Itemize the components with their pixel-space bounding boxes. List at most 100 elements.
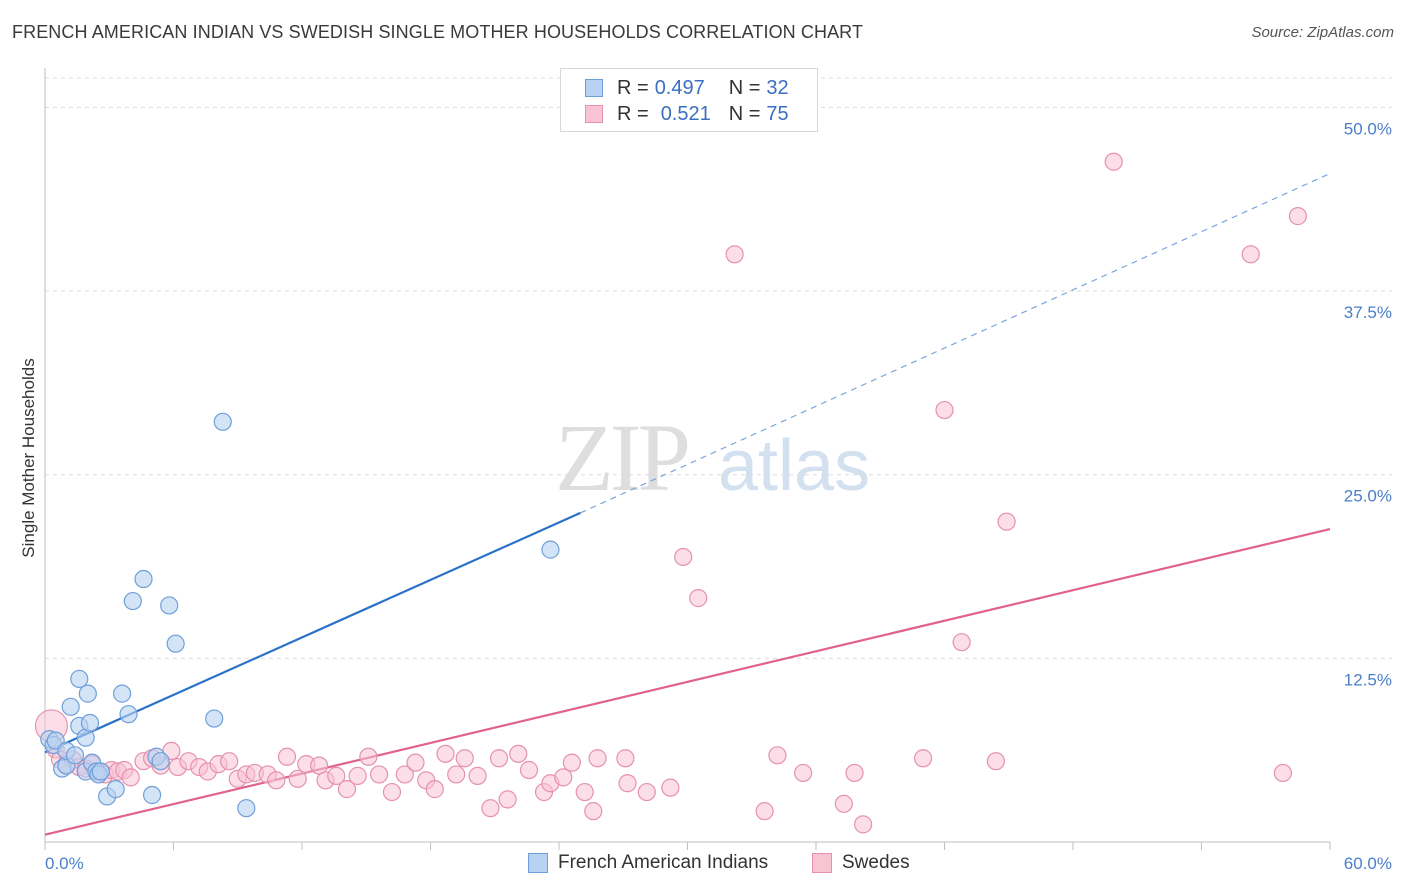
swedes-point xyxy=(498,790,517,809)
chart-title: FRENCH AMERICAN INDIAN VS SWEDISH SINGLE… xyxy=(12,22,864,42)
grid xyxy=(45,77,1392,659)
french-american-indians-point xyxy=(213,412,232,431)
swedes-point xyxy=(337,780,357,799)
french-american-indians-point xyxy=(205,709,224,728)
legend-n-value: 32 xyxy=(766,76,789,99)
swedes-point xyxy=(481,799,500,818)
swedes-point xyxy=(637,782,656,802)
swedes-point xyxy=(618,774,637,793)
french-american-indians-point xyxy=(142,785,162,805)
french-american-indians-point xyxy=(541,540,560,559)
legend-row-french-american-indians: R = 0.497 N = 32 xyxy=(585,76,789,100)
french-american-indians-point xyxy=(166,634,185,653)
swedes-point xyxy=(348,766,367,785)
legend-n-label: N = xyxy=(728,102,761,125)
swedes-point xyxy=(267,771,286,790)
swedes-point xyxy=(406,753,425,772)
swedes-point xyxy=(935,400,954,420)
swedes-point xyxy=(588,749,607,768)
watermark-atlas: atlas xyxy=(718,426,870,506)
legend-r-label: R = xyxy=(617,102,649,125)
swedes-point xyxy=(616,749,635,768)
swedes-trend-line xyxy=(44,527,1331,836)
swedes-point xyxy=(755,802,774,821)
bottom-legend-french-american-indians: French American Indians xyxy=(528,852,768,874)
french-american-indians-point xyxy=(65,746,85,765)
swedes-point xyxy=(121,768,140,787)
y-tick-label: 12.5% xyxy=(1344,670,1392,689)
french-american-indians-point xyxy=(91,762,110,781)
swedes-point xyxy=(519,760,539,780)
swedes-point xyxy=(1241,245,1260,264)
swedes-point xyxy=(220,752,239,771)
legend-r-value: 0.521 xyxy=(660,102,711,125)
swedes-point xyxy=(1273,763,1292,783)
x-tick-label-max: 60.0% xyxy=(1344,854,1392,873)
swedes-point xyxy=(327,766,346,785)
legend: R = 0.497 N = 32 R = 0.521 N = 75 xyxy=(560,68,818,132)
french-american-indians-point xyxy=(106,780,125,799)
swedes-point xyxy=(509,744,528,763)
legend-row-swedes: R = 0.521 N = 75 xyxy=(585,102,789,126)
trend-lines xyxy=(44,172,1331,836)
swedes-point xyxy=(834,794,853,813)
french-american-indians-points xyxy=(40,412,560,818)
french-american-indians-point xyxy=(160,596,179,615)
swedes-point xyxy=(845,763,864,783)
swedes-point xyxy=(997,512,1016,531)
y-tick-label: 50.0% xyxy=(1344,119,1392,138)
source-label: Source: ZipAtlas.com xyxy=(1251,24,1394,41)
legend-swatch-pink xyxy=(585,105,603,123)
bottom-legend-label: Swedes xyxy=(842,852,910,873)
french-american-indians-point xyxy=(123,591,142,611)
french-american-indians-point xyxy=(61,697,80,716)
swedes-point xyxy=(277,747,297,766)
swedes-point xyxy=(370,765,389,784)
swedes-point xyxy=(1288,207,1307,226)
french-american-indians-point xyxy=(237,799,256,818)
bottom-legend-swatch-blue xyxy=(528,853,548,873)
swedes-point xyxy=(689,589,708,608)
legend-swatch-blue xyxy=(585,79,603,97)
axes xyxy=(44,68,1331,850)
legend-n-value: 75 xyxy=(766,102,789,125)
swedes-point xyxy=(575,782,594,802)
watermark: ZIP atlas xyxy=(555,404,870,511)
french-american-indians-trend-extension xyxy=(580,172,1331,514)
swedes-point xyxy=(952,633,971,652)
swedes-point xyxy=(913,749,933,768)
swedes-point xyxy=(359,747,378,766)
french-american-indians-point xyxy=(151,752,170,771)
swedes-point xyxy=(725,245,744,264)
bottom-legend-swedes: Swedes xyxy=(812,852,910,874)
swedes-point xyxy=(468,766,487,785)
bottom-legend-label: French American Indians xyxy=(558,852,769,873)
y-axis-title: Single Mother Households xyxy=(19,358,38,557)
swedes-point xyxy=(1104,152,1123,171)
swedes-point xyxy=(584,802,603,821)
french-american-indians-point xyxy=(134,569,153,589)
swedes-point xyxy=(986,752,1006,771)
legend-r-label: R = xyxy=(617,76,649,99)
y-tick-label: 25.0% xyxy=(1344,487,1392,506)
swedes-point xyxy=(661,778,680,797)
x-tick-labels: 0.0% 60.0% xyxy=(45,854,1392,873)
french-american-indians-point xyxy=(119,705,138,724)
swedes-point xyxy=(854,815,873,834)
swedes-point xyxy=(395,765,414,784)
bottom-legend-swatch-pink xyxy=(812,853,832,873)
swedes-point xyxy=(436,744,455,763)
y-tick-label: 37.5% xyxy=(1344,303,1392,322)
swedes-point xyxy=(794,763,813,783)
swedes-point xyxy=(489,749,509,768)
swedes-point xyxy=(425,780,444,799)
swedes-point xyxy=(288,769,307,788)
french-american-indians-point xyxy=(78,684,97,703)
swedes-point xyxy=(562,753,581,772)
x-tick-label-min: 0.0% xyxy=(45,854,84,873)
y-tick-labels: 12.5% 25.0% 37.5% 50.0% xyxy=(1344,119,1392,689)
french-american-indians-point xyxy=(112,684,132,703)
swedes-point xyxy=(382,782,402,802)
legend-n-label: N = xyxy=(728,76,761,99)
swedes-point xyxy=(554,768,573,787)
